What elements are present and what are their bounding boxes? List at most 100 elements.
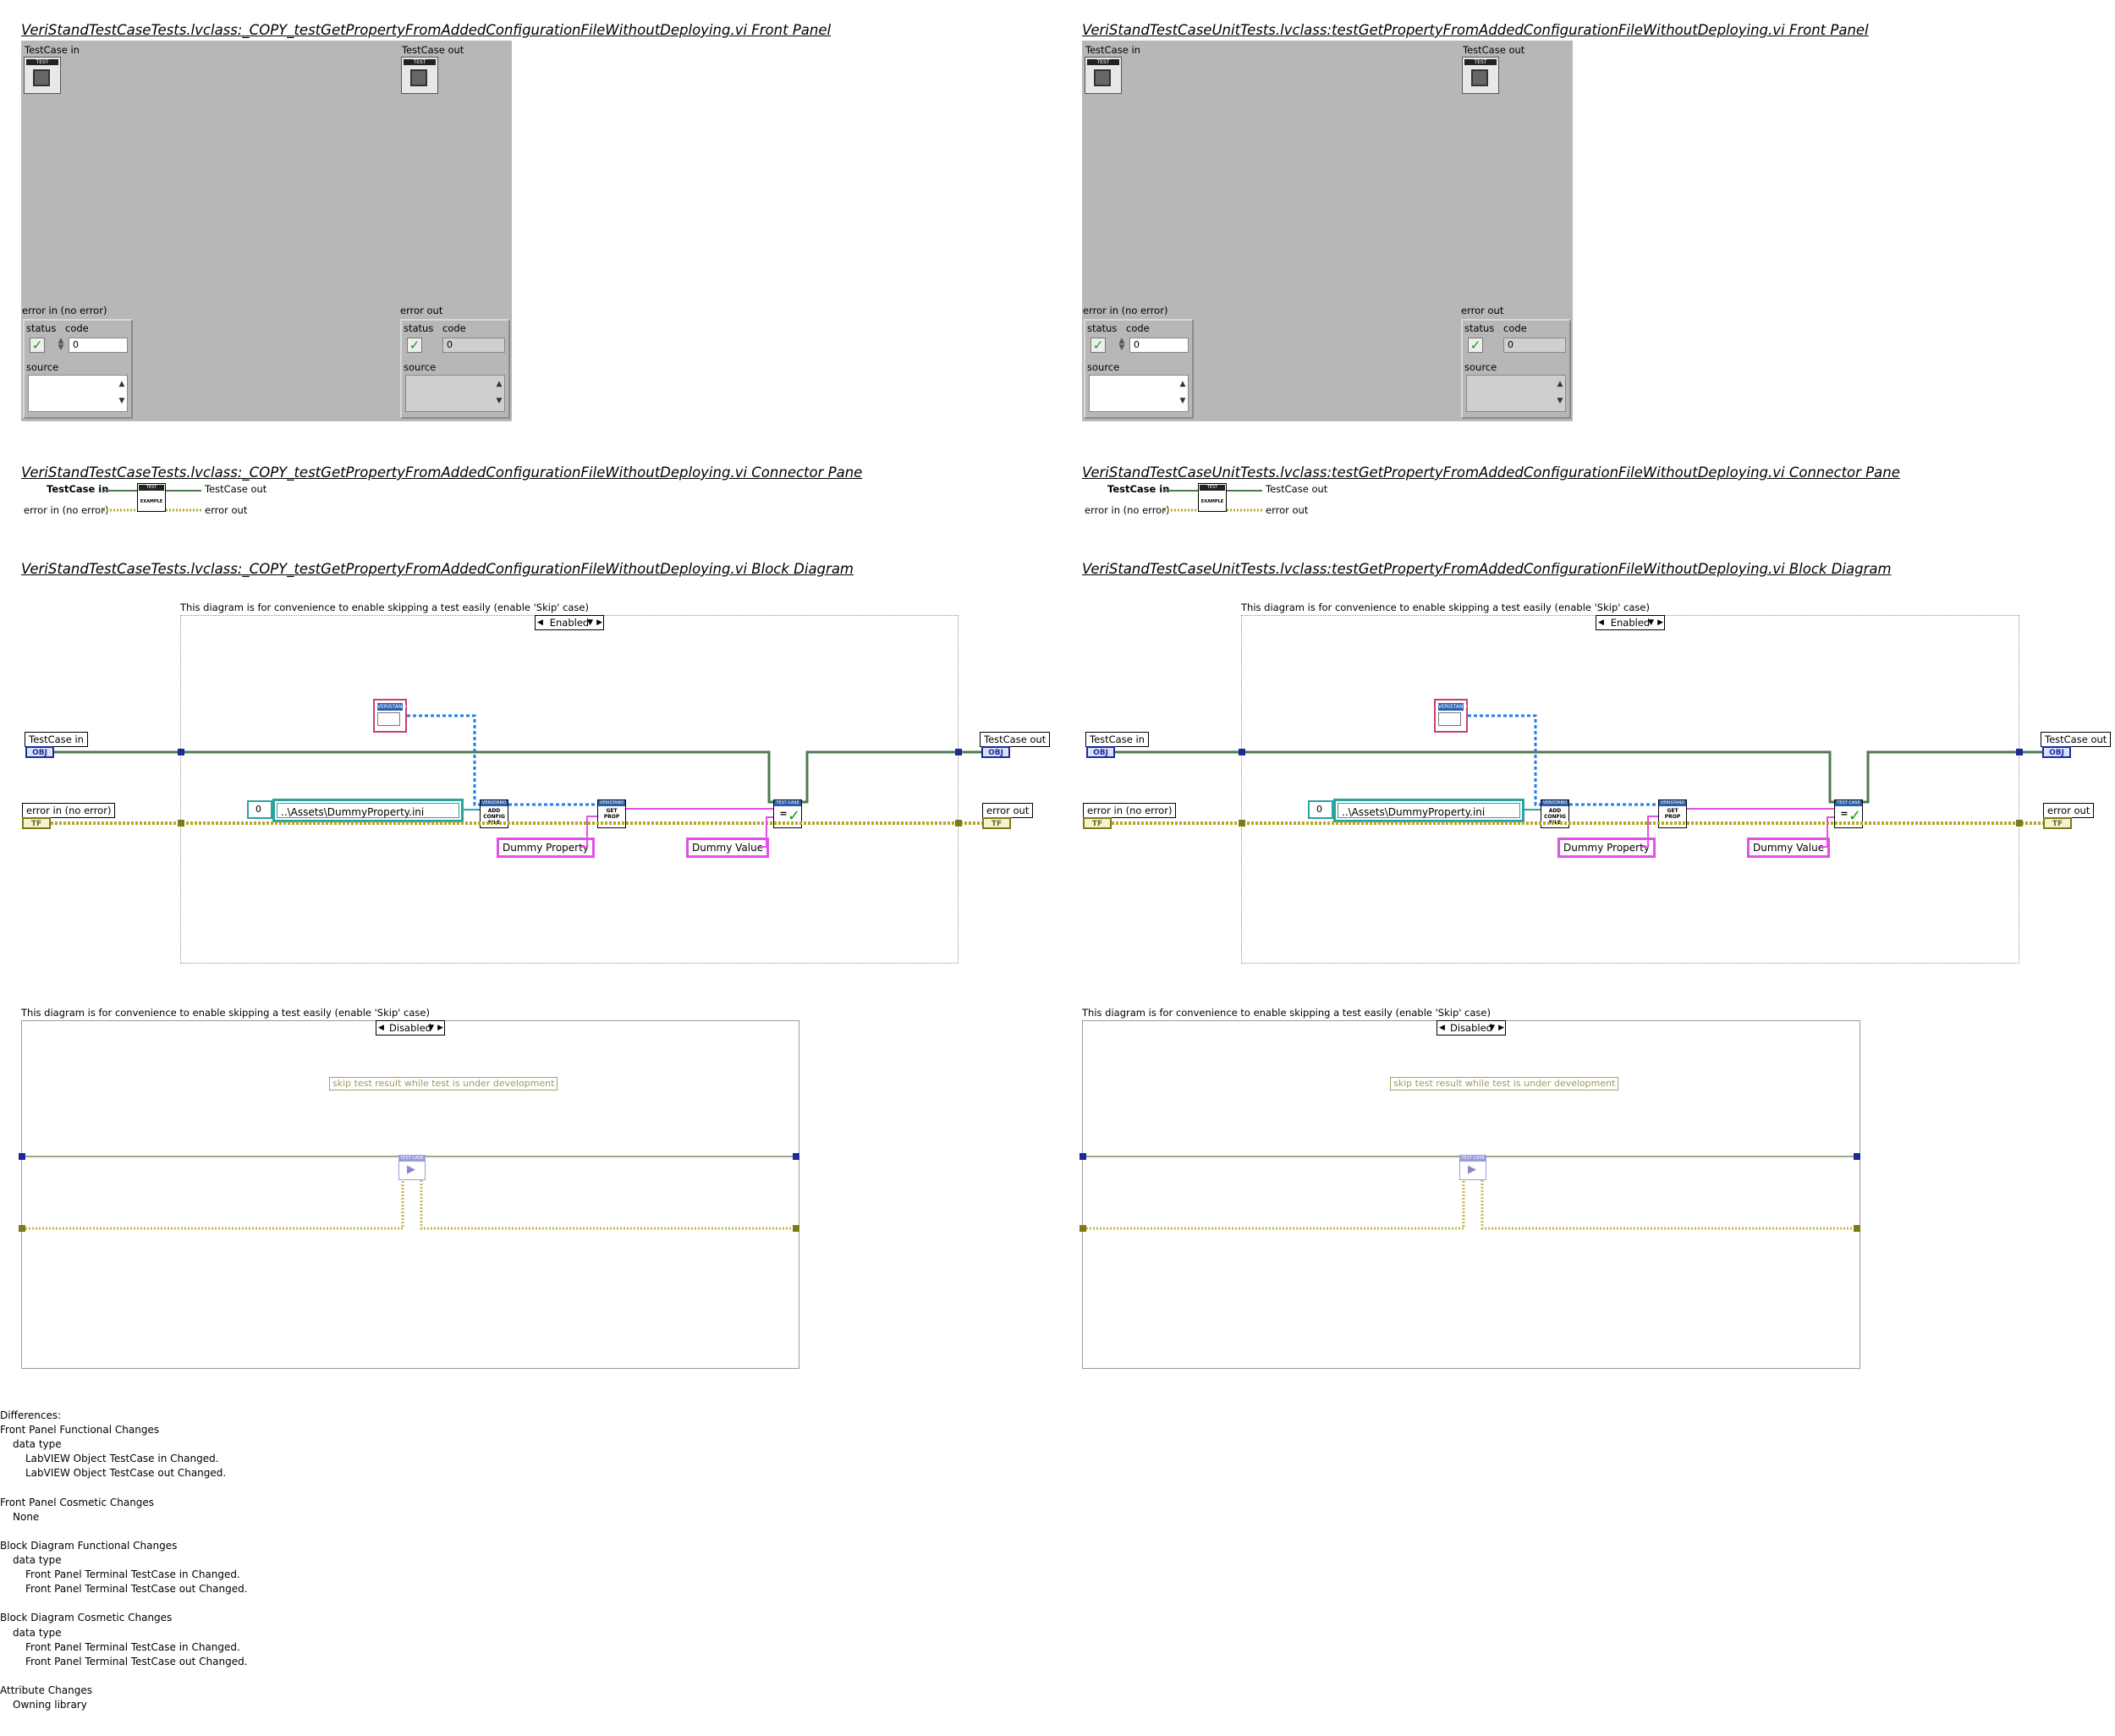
conn-testcase-in-label: TestCase in (47, 483, 109, 495)
enabled-case-selector[interactable]: ◀ Enabled ▼ ▶ (1596, 615, 1665, 630)
conn-error-in-label: error in (no error) (24, 504, 109, 516)
case-next-arrow[interactable]: ▶ (437, 1024, 443, 1032)
error-out-cluster: status code ✓ 0 source ▲ ▼ (1461, 319, 1571, 419)
difference-line: LabVIEW Object TestCase out Changed. (25, 1467, 227, 1480)
case-dropdown-arrow[interactable]: ▼ (428, 1024, 434, 1032)
case-next-arrow[interactable]: ▶ (1657, 618, 1663, 627)
config-path-value[interactable]: ..\Assets\DummyProperty.ini (277, 803, 459, 818)
source-field[interactable]: ▲ ▼ (28, 375, 128, 412)
numeric-constant[interactable]: 0 (1308, 800, 1333, 819)
error-in-cluster[interactable]: status code ✓ ▲ ▼ 0 source ▲ ▼ (23, 319, 133, 419)
disabled-case-selector[interactable]: ◀ Disabled ▼ ▶ (1437, 1020, 1506, 1036)
difference-line: None (13, 1510, 40, 1523)
skip-note: skip test result while test is under dev… (329, 1077, 558, 1090)
difference-line: data type (13, 1438, 62, 1451)
connector-pane-title: VeriStandTestCaseTests.lvclass:_COPY_tes… (21, 464, 863, 481)
refnum-body (1438, 712, 1461, 726)
testcase-in-label: TestCase in (25, 44, 80, 56)
case-next-arrow[interactable]: ▶ (1498, 1024, 1504, 1032)
bd-error-out-terminal: error out (2043, 803, 2095, 818)
error-in-cluster[interactable]: status code ✓ ▲ ▼ 0 source ▲ ▼ (1084, 319, 1194, 419)
testcase-in-control[interactable]: TEST (1085, 57, 1122, 94)
assert-equal-subvi[interactable]: TEST CASE = ✓ (1834, 799, 1863, 828)
source-field[interactable]: ▲ ▼ (1089, 375, 1189, 412)
assert-check-icon: ✓ (1849, 807, 1862, 825)
source-scrollbar[interactable]: ▲ ▼ (496, 380, 503, 405)
case-next-arrow[interactable]: ▶ (596, 618, 602, 627)
source-label: source (1464, 361, 1497, 373)
dummy-property-constant[interactable]: Dummy Property (1557, 838, 1656, 858)
case-prev-arrow[interactable]: ◀ (1439, 1024, 1445, 1032)
add-config-file-subvi[interactable]: VERISTAND ADD CONFIG FILE (1541, 799, 1569, 828)
differences-list: Differences: Front Panel Functional Chang… (0, 1409, 508, 1730)
object-icon-header: TEST (1464, 59, 1497, 65)
enabled-case-selector[interactable]: ◀ Enabled ▼ ▶ (535, 615, 604, 630)
bd-testcase-out-terminal: TestCase out (980, 732, 1051, 747)
enabled-diagram-structure[interactable] (180, 615, 959, 964)
get-prop-label: GET PROP (1664, 808, 1681, 820)
config-path-value[interactable]: ..\Assets\DummyProperty.ini (1338, 803, 1520, 818)
testcase-in-control[interactable]: TEST (24, 57, 61, 94)
add-config-file-subvi[interactable]: VERISTAND ADD CONFIG FILE (480, 799, 508, 828)
bd-testcase-in-terminal[interactable]: TestCase in (1085, 732, 1149, 747)
veristand-refnum-constant[interactable]: VERISTAND (373, 699, 407, 733)
difference-line: Front Panel Cosmetic Changes (0, 1496, 155, 1508)
get-prop-label: GET PROP (603, 808, 620, 820)
get-property-subvi[interactable]: VERISTAND GET PROP (597, 799, 626, 828)
disabled-case-selector[interactable]: ◀ Disabled ▼ ▶ (376, 1020, 445, 1036)
status-label: status (26, 322, 57, 334)
difference-line: Attribute Changes (0, 1684, 92, 1696)
numeric-constant[interactable]: 0 (247, 800, 272, 819)
error-out-cluster: status code ✓ 0 source ▲ ▼ (400, 319, 510, 419)
bd-testcase-in-terminal[interactable]: TestCase in (25, 732, 88, 747)
difference-line: Front Panel Terminal TestCase in Changed… (25, 1640, 240, 1653)
status-label: status (1087, 322, 1118, 334)
code-field[interactable]: 0 (1129, 338, 1189, 353)
connector-icon-header: TEST (1200, 485, 1225, 491)
bd-error-out-terminal: error out (982, 803, 1034, 818)
assert-header: TEST CASE (774, 800, 801, 806)
case-prev-arrow[interactable]: ◀ (537, 618, 543, 627)
enabled-diagram-structure[interactable] (1241, 615, 2019, 964)
disabled-diagram-structure[interactable] (21, 1020, 799, 1369)
veristand-refnum-constant[interactable]: VERISTAND (1434, 699, 1468, 733)
conn-error-out-label: error out (205, 504, 248, 516)
enabled-case-label: Enabled (549, 617, 590, 629)
testcase-out-indicator: TEST (1462, 57, 1499, 94)
status-checkbox[interactable]: ✓ (30, 338, 45, 353)
difference-line: LabVIEW Object TestCase in Changed. (25, 1453, 219, 1465)
get-property-subvi[interactable]: VERISTAND GET PROP (1658, 799, 1687, 828)
dummy-property-constant[interactable]: Dummy Property (497, 838, 595, 858)
disabled-diagram-structure[interactable] (1082, 1020, 1860, 1369)
case-dropdown-arrow[interactable]: ▼ (1648, 618, 1654, 627)
testcase-in-obj-badge: OBJ (25, 746, 54, 758)
assert-equal-subvi[interactable]: TEST CASE = ✓ (773, 799, 802, 828)
case-prev-arrow[interactable]: ◀ (1598, 618, 1604, 627)
difference-line: Differences: (0, 1409, 62, 1421)
difference-line: Front Panel Terminal TestCase out Change… (25, 1655, 248, 1667)
code-field[interactable]: 0 (69, 338, 128, 353)
dummy-value-constant[interactable]: Dummy Value (1747, 838, 1831, 858)
assert-header: TEST CASE (1835, 800, 1862, 806)
source-scrollbar[interactable]: ▲ ▼ (1557, 380, 1563, 405)
status-checkbox[interactable]: ✓ (1090, 338, 1106, 353)
config-path-constant[interactable]: ..\Assets\DummyProperty.ini (272, 799, 464, 822)
testcase-out-obj-badge: OBJ (981, 746, 1010, 758)
skip-test-subvi[interactable]: TEST CASE ▶ (1459, 1155, 1486, 1180)
source-scrollbar[interactable]: ▲ ▼ (1179, 380, 1186, 405)
bd-error-in-terminal[interactable]: error in (no error) (1083, 803, 1177, 818)
difference-line: Block Diagram Cosmetic Changes (0, 1612, 173, 1624)
config-path-constant[interactable]: ..\Assets\DummyProperty.ini (1333, 799, 1524, 822)
case-prev-arrow[interactable]: ◀ (378, 1024, 384, 1032)
dummy-value-constant[interactable]: Dummy Value (686, 838, 770, 858)
bd-error-in-terminal[interactable]: error in (no error) (22, 803, 116, 818)
source-scrollbar[interactable]: ▲ ▼ (118, 380, 125, 405)
case-dropdown-arrow[interactable]: ▼ (1489, 1024, 1495, 1032)
testcase-out-label: TestCase out (402, 44, 464, 56)
skip-test-subvi[interactable]: TEST CASE ▶ (398, 1155, 426, 1180)
front-panel-title: VeriStandTestCaseUnitTests.lvclass:testG… (1082, 22, 1869, 38)
code-stepper[interactable]: ▲ ▼ (58, 337, 64, 352)
error-out-label: error out (1461, 305, 1504, 316)
case-dropdown-arrow[interactable]: ▼ (587, 618, 593, 627)
code-stepper[interactable]: ▲ ▼ (1118, 337, 1125, 352)
